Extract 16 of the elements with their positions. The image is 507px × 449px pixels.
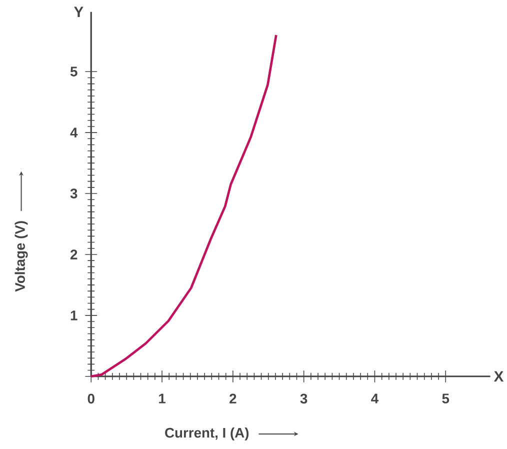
- y-tick-label: 1: [70, 310, 78, 320]
- y-axis-title: Voltage (V): [14, 221, 28, 292]
- x-axis-title: Current, I (A): [165, 428, 249, 441]
- text: Y: [74, 6, 84, 18]
- text: X: [494, 371, 504, 382]
- x-tick-label: 4: [371, 394, 379, 404]
- y-tick-label: 3: [70, 188, 78, 199]
- y-tick-label: 4: [70, 128, 78, 138]
- y-tick-label: 5: [70, 66, 78, 77]
- line-series: [90, 34, 278, 378]
- x-tick-label: 3: [300, 394, 308, 404]
- y-tick-label: 2: [70, 250, 78, 260]
- x-tick-label: 5: [442, 394, 450, 404]
- x-tick-label: 2: [230, 394, 236, 404]
- x-tick-label: 1: [159, 394, 166, 404]
- x-tick-label: 0: [88, 394, 94, 404]
